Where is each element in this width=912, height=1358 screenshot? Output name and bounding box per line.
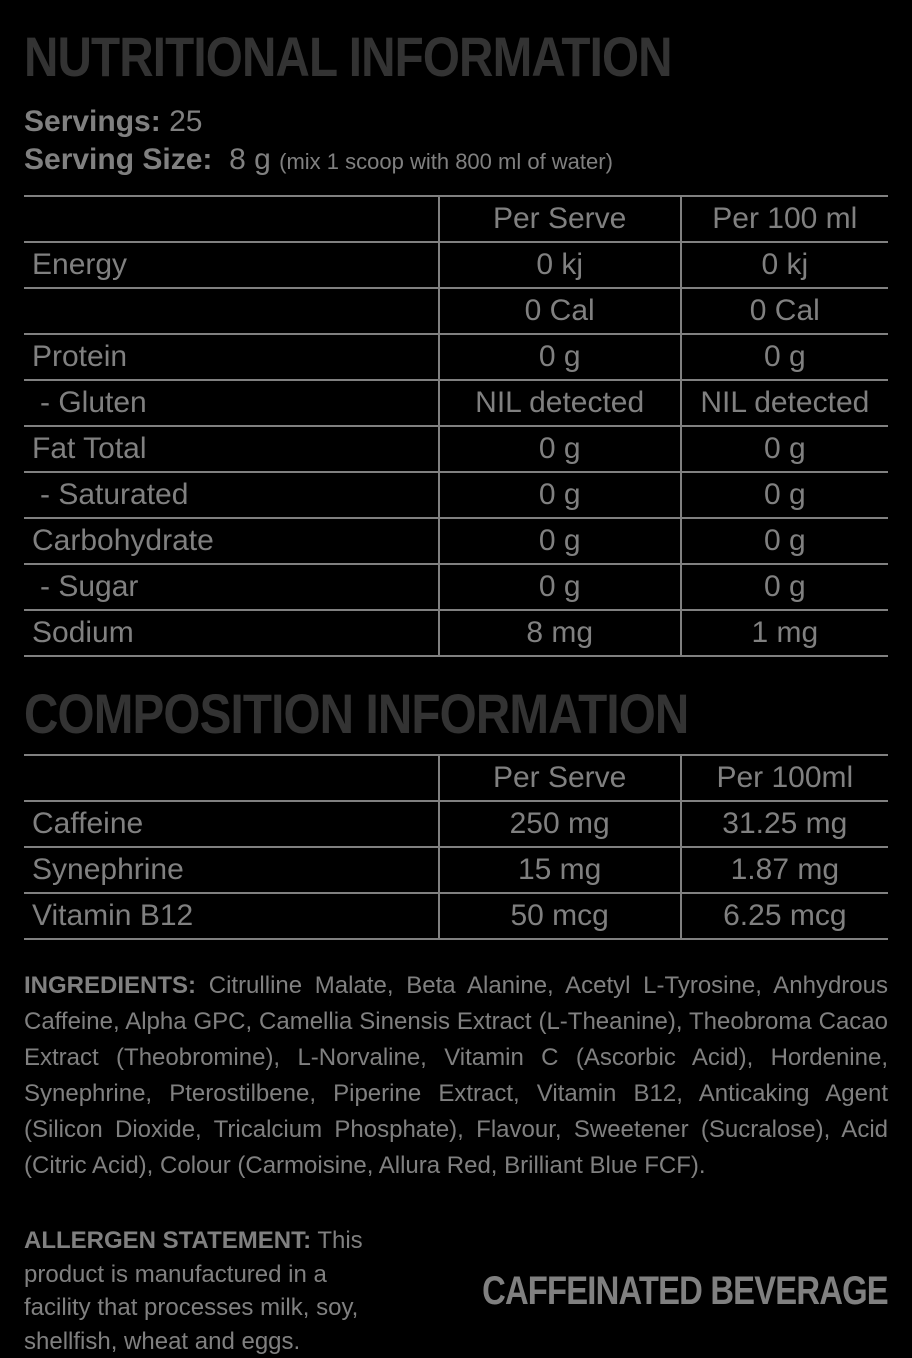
nutrient-per-100ml: 0 g [681,518,888,564]
serving-size-note: (mix 1 scoop with 800 ml of water) [279,149,613,174]
component-name: Vitamin B12 [24,893,439,939]
component-per-serve: 15 mg [439,847,681,893]
component-name: Caffeine [24,801,439,847]
component-per-100ml: 31.25 mg [681,801,888,847]
table-row: Vitamin B1250 mcg6.25 mcg [24,893,888,939]
nutrient-name: Sodium [24,610,439,656]
col-header-per-serve: Per Serve [439,755,681,801]
serving-size-value: 8 g [229,143,271,176]
nutrient-per-serve: 0 g [439,334,681,380]
nutrient-name: Fat Total [24,426,439,472]
servings-value: 25 [169,105,202,138]
component-per-serve: 250 mg [439,801,681,847]
ingredients-block: INGREDIENTS: Citrulline Malate, Beta Ala… [24,968,888,1184]
table-row: Fat Total0 g0 g [24,426,888,472]
nutritional-heading: NUTRITIONAL INFORMATION [24,24,758,89]
serving-size-label: Serving Size: [24,143,212,176]
nutrient-per-100ml: NIL detected [681,380,888,426]
nutrient-per-serve: 0 g [439,472,681,518]
col-header-per-100ml: Per 100ml [681,755,888,801]
nutrient-per-serve: 0 g [439,564,681,610]
serving-size-line: Serving Size: 8 g (mix 1 scoop with 800 … [24,143,888,177]
composition-heading: COMPOSITION INFORMATION [24,681,758,746]
nutrient-per-100ml: 1 mg [681,610,888,656]
table-row: - Saturated0 g0 g [24,472,888,518]
nutrient-name: - Sugar [24,564,439,610]
ingredients-text: Citrulline Malate, Beta Alanine, Acetyl … [24,972,888,1179]
nutrient-name: Protein [24,334,439,380]
nutrient-per-100ml: 0 kj [681,242,888,288]
nutrient-name: - Saturated [24,472,439,518]
table-header-row: Per Serve Per 100ml [24,755,888,801]
table-row: Caffeine250 mg31.25 mg [24,801,888,847]
table-row: 0 Cal0 Cal [24,288,888,334]
table-row: Protein0 g0 g [24,334,888,380]
component-per-100ml: 6.25 mcg [681,893,888,939]
nutrient-per-100ml: 0 g [681,426,888,472]
col-header-empty [24,755,439,801]
nutrient-per-serve: 0 g [439,426,681,472]
table-row: Carbohydrate0 g0 g [24,518,888,564]
nutrient-per-serve: 0 g [439,518,681,564]
allergen-block: ALLERGEN STATEMENT: This product is manu… [24,1224,373,1358]
col-header-empty [24,196,439,242]
nutrient-name: Energy [24,242,439,288]
col-header-per-100ml: Per 100 ml [681,196,888,242]
nutrient-per-serve: 8 mg [439,610,681,656]
footer-row: ALLERGEN STATEMENT: This product is manu… [24,1224,888,1358]
servings-line: Servings: 25 [24,105,888,139]
table-row: - GlutenNIL detectedNIL detected [24,380,888,426]
nutrient-per-serve: 0 Cal [439,288,681,334]
col-header-per-serve: Per Serve [439,196,681,242]
nutrient-per-serve: NIL detected [439,380,681,426]
table-row: Sodium8 mg1 mg [24,610,888,656]
table-row: Energy0 kj0 kj [24,242,888,288]
nutrient-name: - Gluten [24,380,439,426]
nutritional-table: Per Serve Per 100 ml Energy0 kj0 kj0 Cal… [24,195,888,657]
component-name: Synephrine [24,847,439,893]
nutrient-name [24,288,439,334]
nutrient-name: Carbohydrate [24,518,439,564]
nutrient-per-100ml: 0 g [681,334,888,380]
component-per-serve: 50 mcg [439,893,681,939]
nutrient-per-serve: 0 kj [439,242,681,288]
nutrient-per-100ml: 0 g [681,564,888,610]
table-header-row: Per Serve Per 100 ml [24,196,888,242]
component-per-100ml: 1.87 mg [681,847,888,893]
servings-label: Servings: [24,105,161,138]
nutrient-per-100ml: 0 Cal [681,288,888,334]
nutrient-per-100ml: 0 g [681,472,888,518]
table-row: Synephrine15 mg1.87 mg [24,847,888,893]
ingredients-label: INGREDIENTS: [24,972,196,999]
composition-table: Per Serve Per 100ml Caffeine250 mg31.25 … [24,754,888,940]
table-row: - Sugar0 g0 g [24,564,888,610]
caffeinated-beverage-badge: CAFFEINATED BEVERAGE [482,1269,888,1314]
allergen-label: ALLERGEN STATEMENT: [24,1227,311,1254]
